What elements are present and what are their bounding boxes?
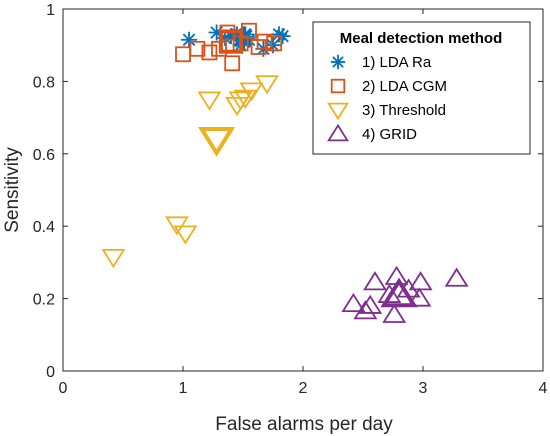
y-axis-label: Sensitivity — [2, 147, 23, 233]
data-point — [353, 300, 378, 320]
legend-marker — [327, 102, 349, 121]
data-point — [175, 46, 191, 63]
legend-label: 1) LDA Ra — [362, 54, 432, 71]
data-point — [201, 44, 218, 61]
data-point — [377, 283, 402, 303]
legend-label: 4) GRID — [362, 126, 417, 143]
mean-point — [218, 29, 244, 54]
data-point — [266, 35, 283, 52]
data-point — [407, 287, 432, 307]
y-tick-label: 0.2 — [33, 292, 55, 309]
legend-label: 3) Threshold — [362, 102, 446, 119]
data-point — [255, 75, 279, 95]
legend-box — [312, 21, 531, 155]
legend-marker — [330, 54, 346, 70]
legend: Meal detection method 1) LDA Ra 2) LDA CG… — [312, 21, 531, 155]
y-tick-label: 0 — [46, 364, 55, 381]
data-point — [224, 55, 241, 72]
axes: 0 1 2 3 4 0 0.2 0.4 0.6 0.8 1 — [33, 2, 548, 397]
x-tick-label: 0 — [59, 380, 68, 397]
legend-title: Meal detection method — [340, 30, 503, 47]
mean-point — [197, 127, 236, 157]
data-point — [341, 292, 366, 313]
series-3 — [101, 75, 279, 269]
data-point — [173, 225, 198, 245]
x-axis-label: False alarms per day — [215, 414, 393, 435]
x-tick-label: 1 — [179, 380, 188, 397]
data-point — [228, 91, 253, 111]
data-point — [256, 33, 273, 50]
x-tick-label: 2 — [299, 380, 308, 397]
x-tick-label: 3 — [419, 380, 428, 397]
legend-entry: 2) LDA CGM — [330, 78, 447, 95]
data-point — [358, 294, 383, 314]
data-point — [239, 82, 264, 102]
y-tick-label: 1 — [46, 2, 55, 19]
legend-marker — [330, 78, 346, 94]
legend-entries: 1) LDA Ra 2) LDA CGM 3) Threshold 4) GRID — [327, 54, 447, 143]
data-point — [444, 267, 469, 287]
data-point — [382, 303, 407, 323]
legend-label: 2) LDA CGM — [362, 78, 447, 95]
data-point — [250, 39, 267, 55]
series-2 — [175, 22, 283, 72]
x-tick-label: 4 — [539, 380, 548, 397]
data-point — [189, 40, 206, 57]
legend-entry: 1) LDA Ra — [330, 54, 432, 71]
data-point — [181, 31, 197, 48]
mean-point — [380, 277, 418, 308]
data-point — [363, 271, 387, 291]
legend-marker — [327, 123, 349, 142]
y-tick-label: 0.8 — [33, 74, 55, 91]
data-point — [101, 248, 126, 269]
data-points — [101, 22, 469, 323]
data-point — [197, 91, 222, 111]
y-tick-label: 0.4 — [33, 219, 55, 236]
legend-entry: 3) Threshold — [327, 102, 446, 121]
series-4 — [341, 265, 469, 323]
data-point — [408, 271, 433, 291]
y-tick-label: 0.6 — [33, 147, 55, 164]
legend-entry: 4) GRID — [327, 123, 417, 143]
